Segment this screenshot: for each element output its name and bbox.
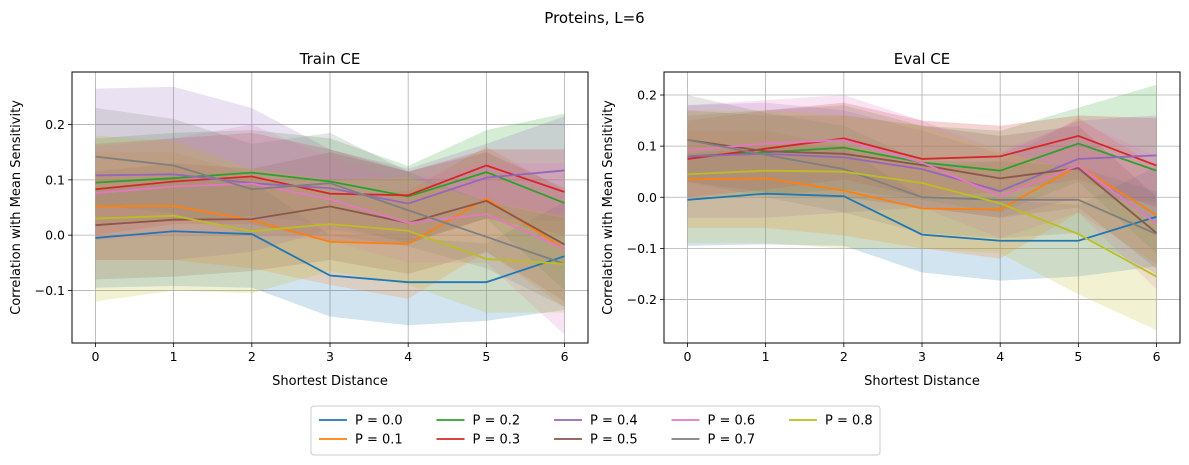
legend-box xyxy=(310,405,881,456)
legend-entry-label: P = 0.6 xyxy=(708,414,756,429)
legend-entry-label: P = 0.7 xyxy=(708,433,756,448)
x-tick-label: 6 xyxy=(1153,349,1161,364)
x-tick-label: 5 xyxy=(482,349,490,364)
band-p-0-1 xyxy=(95,146,565,308)
series-line-p-0-5 xyxy=(687,139,1158,234)
legend-entry-label: P = 0.8 xyxy=(825,414,873,429)
x-tick-label: 5 xyxy=(1074,349,1082,364)
x-tick-label: 1 xyxy=(170,349,178,364)
plot-area xyxy=(95,86,566,335)
legend-entry-label: P = 0.3 xyxy=(473,433,521,448)
y-tick-label: 0.2 xyxy=(45,117,65,132)
x-tick-label: 3 xyxy=(326,349,334,364)
band-p-0-5 xyxy=(95,152,565,302)
series-line-p-0-8 xyxy=(95,214,565,265)
x-axis-label: Shortest Distance xyxy=(272,374,388,389)
x-tick-label: 3 xyxy=(918,349,926,364)
legend: P = 0.0 P = 0.1 P = 0.2 P = 0.3 P = 0.4 P = 0… xyxy=(310,405,881,456)
series-line-p-0-6 xyxy=(95,182,565,250)
panel-title: Eval CE xyxy=(894,50,950,68)
x-tick-label: 2 xyxy=(248,349,256,364)
band-p-0-4 xyxy=(687,102,1157,218)
series-line-p-0-1 xyxy=(95,197,566,250)
eval-ce-panel: 0 1 2 3 4 5 6 −0.2 −0.1 0.0 0.1 0.2 Eval CE Shortest … xyxy=(601,50,1181,389)
series-line-p-0-7 xyxy=(687,139,1157,235)
band-p-0-0 xyxy=(687,147,1157,281)
x-tick-label: 0 xyxy=(91,349,99,364)
x-tick-label: 4 xyxy=(404,349,412,364)
y-tick-label: 0.0 xyxy=(45,228,65,243)
series-line-p-0-3 xyxy=(95,164,565,197)
x-tick-label: 6 xyxy=(561,349,569,364)
band-p-0-1 xyxy=(687,118,1157,264)
x-tick-label: 2 xyxy=(840,349,848,364)
series-line-p-0-3 xyxy=(687,134,1157,167)
legend-entry-label: P = 0.2 xyxy=(473,414,521,429)
y-tick-label: 0.1 xyxy=(637,139,657,154)
series-line-p-0-2 xyxy=(95,171,565,204)
band-p-0-7 xyxy=(687,95,1157,274)
x-axis-label: Shortest Distance xyxy=(864,374,980,389)
series-line-p-0-0 xyxy=(95,230,565,284)
x-tick-label: 4 xyxy=(996,349,1004,364)
series-line-p-0-0 xyxy=(687,192,1157,242)
y-tick-label: 0.1 xyxy=(45,172,65,187)
legend-entry-label: P = 0.5 xyxy=(590,433,638,448)
y-tick-label: 0.0 xyxy=(637,190,657,205)
band-p-0-0 xyxy=(95,180,565,326)
series-line-p-0-6 xyxy=(687,139,1158,225)
figure-suptitle: Proteins, L=6 xyxy=(544,9,644,27)
y-axis-label: Correlation with Mean Sensitivity xyxy=(601,100,616,315)
series-line-p-0-5 xyxy=(95,199,565,246)
y-tick-label: −0.1 xyxy=(35,283,65,298)
legend-entry-label: P = 0.1 xyxy=(355,433,403,448)
series-line-p-0-4 xyxy=(95,169,565,205)
panel-title: Train CE xyxy=(299,50,361,68)
y-tick-label: 0.2 xyxy=(637,88,657,103)
plot-area xyxy=(687,84,1158,331)
series-line-p-0-4 xyxy=(687,152,1157,193)
legend-entry-label: P = 0.0 xyxy=(355,414,403,429)
band-p-0-4 xyxy=(95,86,565,261)
y-tick-label: −0.1 xyxy=(627,241,657,256)
legend-entry-label: P = 0.4 xyxy=(590,414,638,429)
y-tick-label: −0.2 xyxy=(627,292,657,307)
band-p-0-2 xyxy=(95,113,565,291)
band-p-0-8 xyxy=(687,110,1157,331)
series-line-p-0-8 xyxy=(687,169,1157,278)
y-axis-label: Correlation with Mean Sensitivity xyxy=(9,100,24,315)
band-p-0-7 xyxy=(95,107,565,308)
x-tick-label: 1 xyxy=(762,349,770,364)
x-tick-label: 0 xyxy=(683,349,691,364)
series-line-p-0-7 xyxy=(95,155,565,265)
train-ce-panel: 0 1 2 3 4 5 6 −0.1 0.0 0.1 0.2 Train CE Shortest Dis… xyxy=(9,50,589,389)
